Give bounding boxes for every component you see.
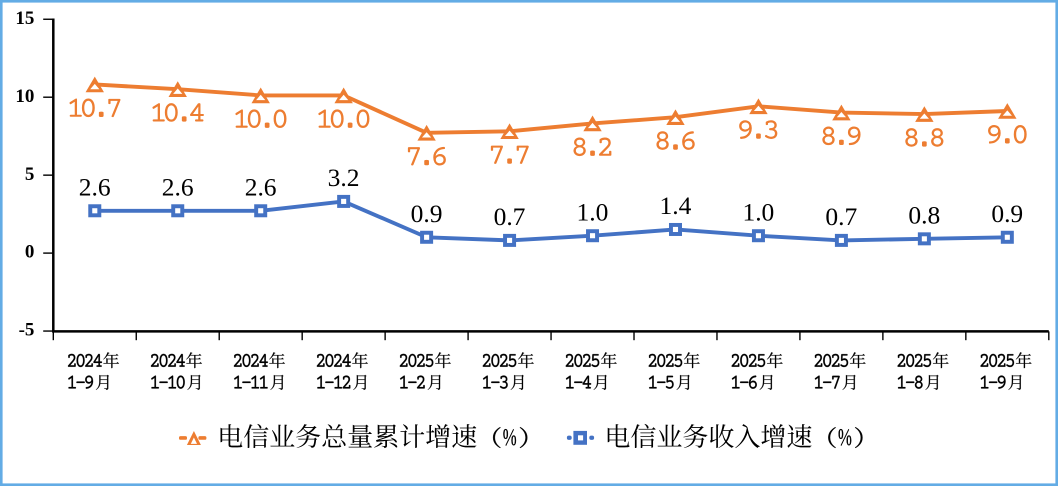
svg-text:10: 10 xyxy=(15,86,34,107)
svg-text:-5: -5 xyxy=(19,320,35,341)
svg-text:1.0: 1.0 xyxy=(577,197,609,226)
svg-text:0.7: 0.7 xyxy=(494,202,526,231)
svg-text:1.4: 1.4 xyxy=(659,191,691,220)
svg-text:2.6: 2.6 xyxy=(162,172,194,201)
svg-text:2.6: 2.6 xyxy=(245,172,277,201)
svg-text:0.9: 0.9 xyxy=(991,199,1023,228)
svg-text:3.2: 3.2 xyxy=(328,163,360,192)
svg-text:0.7: 0.7 xyxy=(825,202,857,231)
svg-text:1.0: 1.0 xyxy=(742,197,774,226)
svg-text:5: 5 xyxy=(25,164,35,185)
svg-text:0.8: 0.8 xyxy=(908,200,940,229)
svg-text:0: 0 xyxy=(25,242,35,263)
svg-text:0.9: 0.9 xyxy=(411,199,443,228)
svg-text:2.6: 2.6 xyxy=(79,172,111,201)
svg-text:15: 15 xyxy=(15,8,34,29)
